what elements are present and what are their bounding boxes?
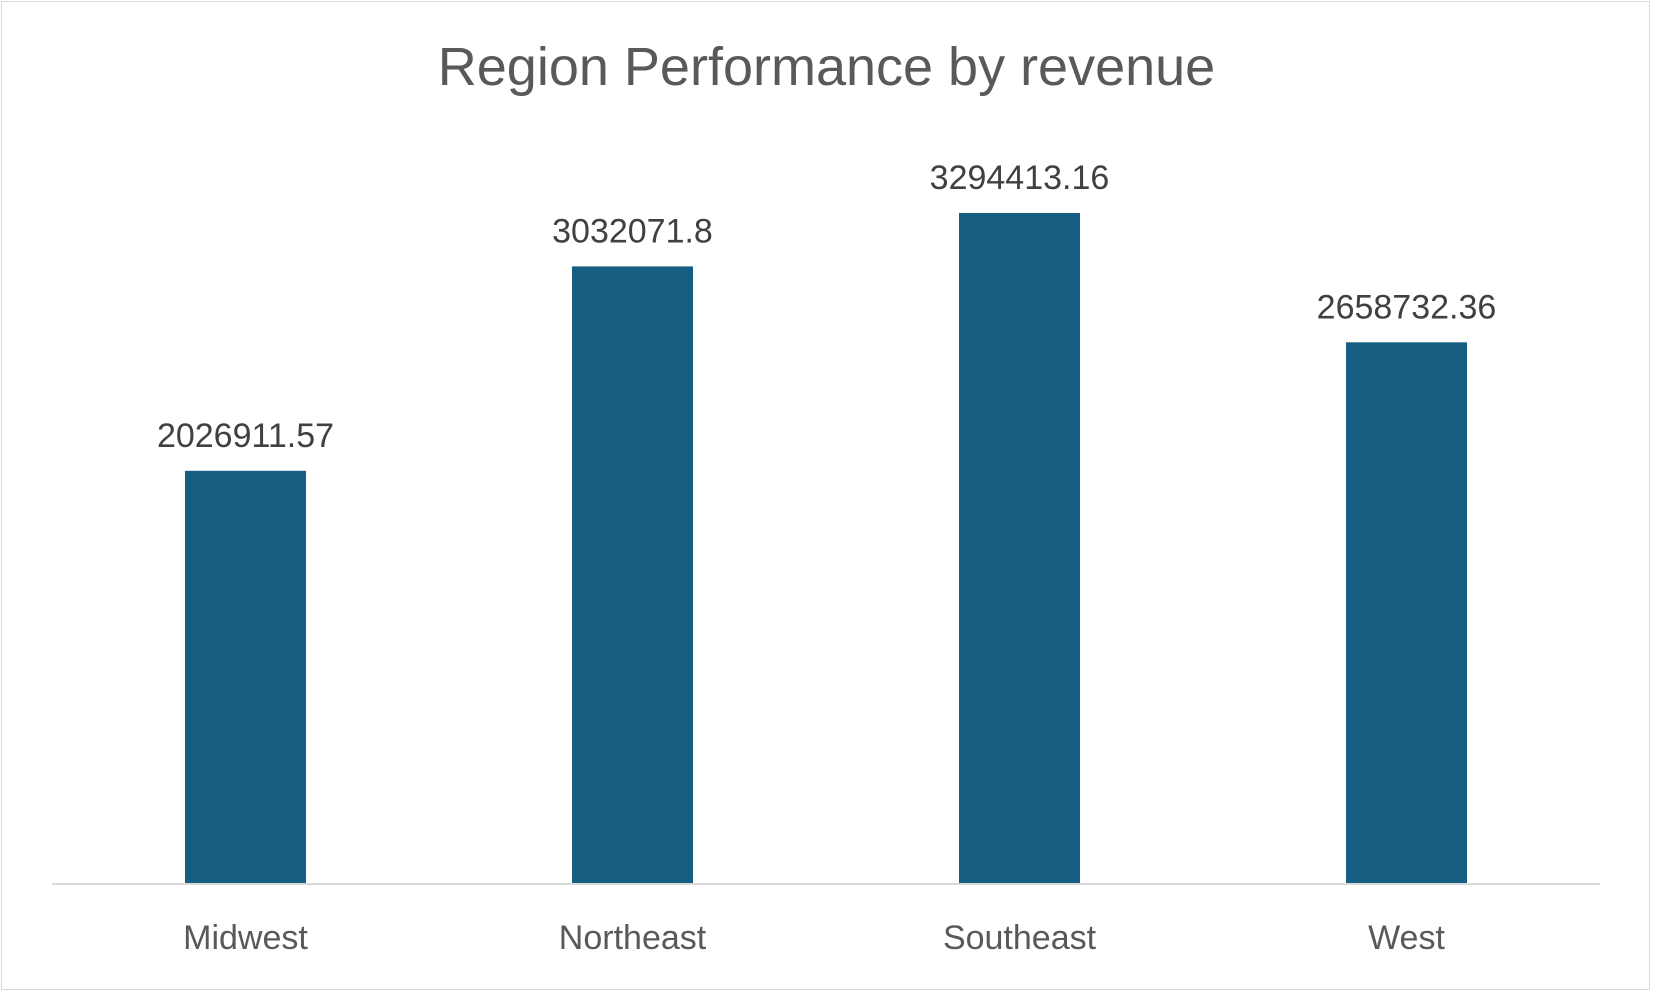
- data-label-southeast: 3294413.16: [930, 159, 1110, 197]
- bar-midwest: [185, 470, 306, 883]
- chart-title: Region Performance by revenue: [437, 37, 1216, 97]
- data-label-west: 2658732.36: [1317, 288, 1497, 326]
- x-tick-label-midwest: Midwest: [183, 919, 308, 957]
- labels-layer: 2026911.57 Midwest 3032071.8 Northeast 32944…: [157, 159, 1496, 957]
- bar-southeast: [959, 213, 1080, 883]
- x-tick-label-southeast: Southeast: [943, 919, 1097, 957]
- data-label-midwest: 2026911.57: [157, 417, 334, 455]
- bar-west: [1346, 342, 1467, 883]
- bars-layer: [185, 213, 1467, 883]
- bar-northeast: [572, 266, 693, 883]
- x-tick-label-west: West: [1368, 919, 1445, 957]
- data-label-northeast: 3032071.8: [552, 212, 713, 250]
- x-tick-label-northeast: Northeast: [559, 919, 707, 957]
